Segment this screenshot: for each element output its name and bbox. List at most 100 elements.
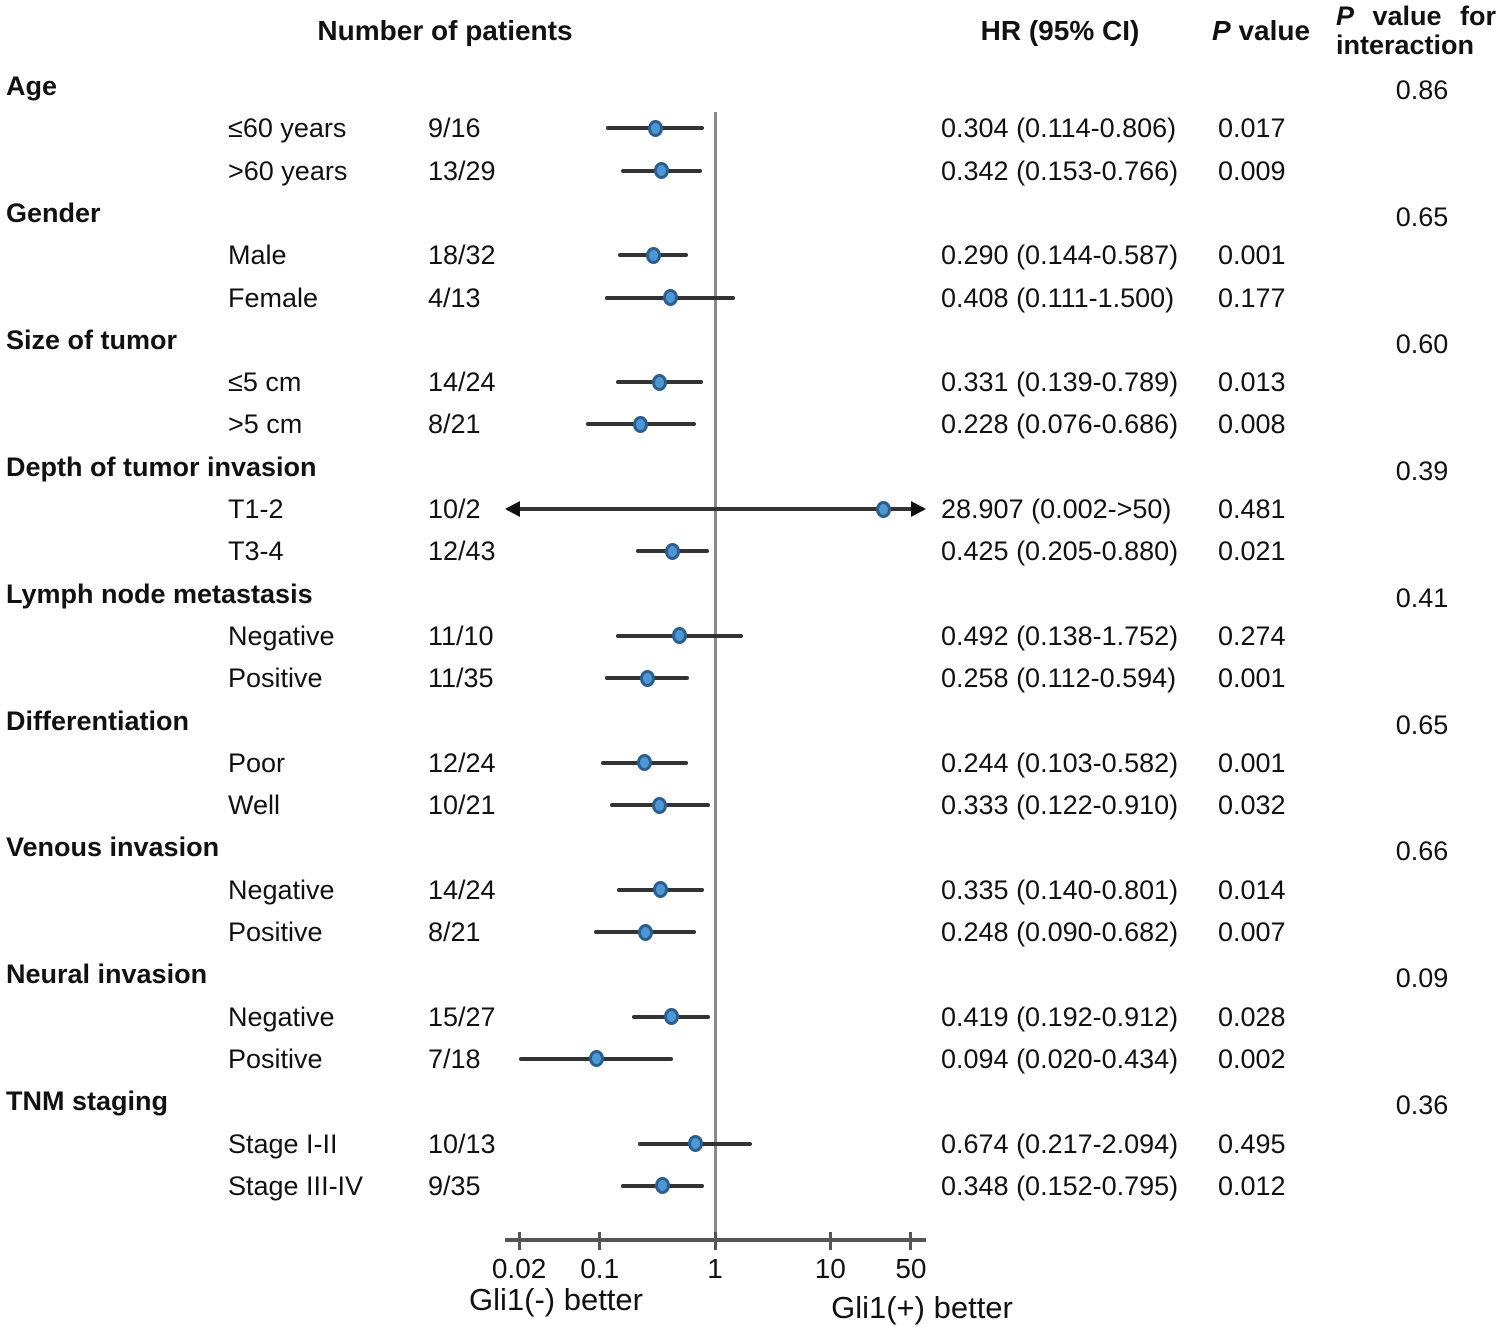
- hr-ci-text: 28.907 (0.002->50): [941, 494, 1172, 524]
- interaction-p-text: 0.41: [1395, 582, 1449, 613]
- hr-marker: [652, 796, 668, 814]
- p-value-rest: value: [1238, 15, 1311, 46]
- right-better-label: Gli1(+) better: [831, 1290, 1013, 1325]
- hr-ci-text: 0.333 (0.122-0.910): [941, 790, 1179, 821]
- hr-marker: [652, 373, 668, 391]
- p-value-italic-p: P: [1212, 15, 1231, 46]
- hr-ci-text: 0.290 (0.144-0.587): [941, 240, 1179, 271]
- hr-marker: [645, 246, 661, 264]
- interaction-p-text: 0.36: [1395, 1090, 1449, 1121]
- hr-ci-text: 0.408 (0.111-1.500): [941, 282, 1175, 313]
- hr-marker: [663, 1008, 679, 1026]
- x-axis-tick: [909, 1232, 913, 1250]
- x-axis-tick: [828, 1232, 832, 1250]
- p-value-text: 0.009: [1218, 155, 1286, 186]
- group-label: TNM staging: [6, 1086, 168, 1117]
- patient-count: 14/24: [428, 874, 496, 905]
- patient-count: 9/35: [428, 1170, 481, 1201]
- hr-ci-text: 0.335 (0.140-0.801): [941, 874, 1179, 905]
- interaction-p-text: 0.09: [1395, 963, 1449, 994]
- interaction-p-text: 0.39: [1395, 455, 1449, 486]
- p-value-text: 0.007: [1218, 917, 1286, 947]
- interaction-p-text: 0.86: [1395, 75, 1449, 105]
- hr-marker: [664, 542, 680, 560]
- x-axis-tick-label: 0.02: [491, 1253, 547, 1284]
- p-value-text: 0.001: [1218, 663, 1286, 694]
- hr-marker: [653, 162, 669, 180]
- group-label: Lymph node metastasis: [6, 578, 313, 609]
- hr-ci-text: 0.348 (0.152-0.795): [941, 1170, 1179, 1201]
- p-interaction-italic-p: P: [1336, 1, 1355, 31]
- p-interaction-header-line2: interaction: [1336, 30, 1475, 60]
- p-value-text: 0.032: [1218, 790, 1286, 821]
- p-value-text: 0.001: [1218, 240, 1286, 271]
- patient-count: 7/18: [428, 1043, 481, 1074]
- group-label: Size of tumor: [6, 324, 178, 355]
- subgroup-label: Positive: [228, 917, 323, 947]
- subgroup-label: ≤60 years: [228, 113, 347, 144]
- p-value-text: 0.021: [1218, 536, 1286, 567]
- ci-line: [507, 507, 924, 511]
- hr-ci-text: 0.094 (0.020-0.434): [941, 1043, 1179, 1074]
- patient-count: 11/35: [428, 663, 494, 694]
- hr-ci-text: 0.331 (0.139-0.789): [941, 367, 1179, 398]
- p-interaction-word-for: for: [1460, 1, 1496, 31]
- patient-count: 10/2: [428, 494, 481, 524]
- p-value-text: 0.012: [1218, 1170, 1286, 1201]
- hr-marker: [652, 881, 668, 899]
- hr-ci-text: 0.258 (0.112-0.594): [941, 663, 1177, 694]
- patient-count: 13/29: [428, 155, 496, 186]
- hr-ci-text: 0.304 (0.114-0.806): [941, 113, 1177, 144]
- hr-marker: [875, 500, 891, 518]
- column-header-hr-ci: HR (95% CI): [980, 15, 1140, 46]
- column-header-p-value: P value: [1212, 16, 1310, 46]
- interaction-p-text: 0.66: [1395, 836, 1449, 867]
- p-value-text: 0.008: [1218, 409, 1286, 440]
- subgroup-label: Stage I-II: [228, 1128, 338, 1159]
- patient-count: 11/10: [428, 620, 494, 651]
- p-value-text: 0.177: [1218, 282, 1286, 313]
- subgroup-label: T3-4: [228, 536, 284, 567]
- hr-marker: [639, 669, 655, 687]
- x-axis-tick-label: 50: [895, 1253, 927, 1284]
- subgroup-label: Stage III-IV: [228, 1170, 364, 1201]
- subgroup-label: Negative: [228, 874, 335, 905]
- reference-line-hr-1: [714, 112, 717, 1240]
- hr-marker: [633, 415, 649, 433]
- x-axis-tick-label: 10: [814, 1253, 846, 1284]
- left-better-label: Gli1(-) better: [469, 1282, 643, 1317]
- x-axis-tick: [517, 1232, 521, 1250]
- hr-ci-text: 0.244 (0.103-0.582): [941, 747, 1179, 778]
- p-value-text: 0.002: [1218, 1043, 1286, 1074]
- patient-count: 18/32: [428, 240, 496, 271]
- subgroup-label: >5 cm: [228, 409, 303, 440]
- hr-ci-text: 0.674 (0.217-2.094): [941, 1128, 1179, 1159]
- patient-count: 15/27: [428, 1001, 496, 1032]
- patient-count: 14/24: [428, 367, 496, 398]
- hr-marker: [636, 754, 652, 772]
- patient-count: 10/13: [428, 1128, 496, 1159]
- subgroup-label: Positive: [228, 663, 323, 694]
- subgroup-label: Female: [228, 282, 319, 313]
- p-interaction-word-value: value: [1372, 1, 1442, 31]
- hr-marker: [589, 1050, 605, 1068]
- x-axis-tick: [598, 1232, 602, 1250]
- patient-count: 12/24: [428, 747, 496, 778]
- group-label: Neural invasion: [6, 959, 208, 990]
- hr-marker: [647, 119, 663, 137]
- patient-count: 8/21: [428, 917, 481, 947]
- subgroup-label: T1-2: [228, 494, 284, 524]
- x-axis-tick: [713, 1232, 717, 1250]
- patient-count: 4/13: [428, 282, 481, 313]
- hr-marker: [687, 1135, 703, 1152]
- patient-count: 12/43: [428, 536, 496, 567]
- subgroup-label: Negative: [228, 1001, 335, 1032]
- hr-ci-text: 0.419 (0.192-0.912): [941, 1001, 1179, 1032]
- patient-count: 10/21: [428, 790, 496, 821]
- group-label: Venous invasion: [6, 832, 220, 863]
- subgroup-label: Well: [228, 790, 281, 821]
- patient-count: 9/16: [428, 113, 481, 144]
- group-label: Gender: [6, 197, 101, 228]
